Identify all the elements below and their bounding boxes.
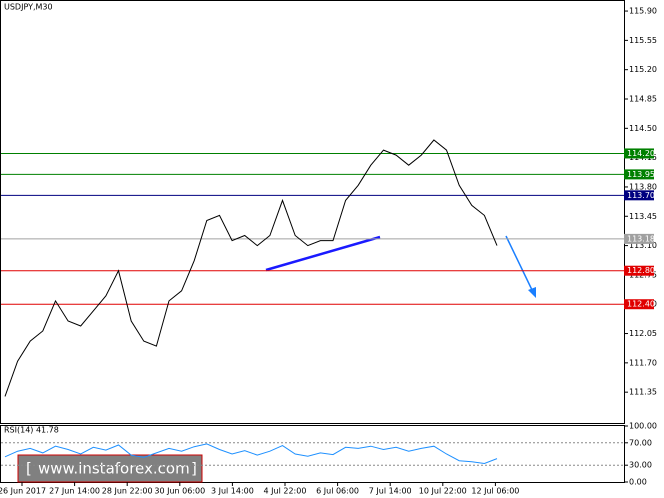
y-tick-label: 115.55	[629, 36, 657, 45]
x-tick-label: 27 Jun 14:00	[49, 487, 100, 496]
y-tick-label: 111.70	[629, 358, 657, 367]
level-tag	[624, 190, 654, 201]
forecast-arrow	[505, 235, 534, 293]
x-tick-label: 30 Jun 06:00	[154, 487, 205, 496]
x-tick-label: 12 Jul 06:00	[471, 487, 519, 496]
level-label: 112.40	[627, 300, 655, 309]
trend-line	[265, 235, 381, 272]
level-label: 113.18	[627, 234, 655, 243]
y-tick-label: 114.85	[629, 95, 657, 104]
y-tick-label: 113.45	[629, 212, 657, 221]
price-line	[4, 139, 498, 397]
x-tick-label: 26 Jun 2017	[0, 487, 46, 496]
y-tick-label: 113.80	[629, 182, 657, 191]
y-tick-label: 113.10	[629, 241, 657, 250]
x-tick-label: 10 Jul 22:00	[419, 487, 467, 496]
level-tag	[624, 169, 654, 180]
level-label: 113.95	[627, 170, 655, 179]
level-tag	[624, 148, 654, 159]
rsi-frame	[0, 425, 625, 483]
watermark-box	[17, 454, 203, 483]
x-tick-label: 3 Jul 14:00	[211, 487, 254, 496]
x-tick-label: 6 Jul 06:00	[316, 487, 359, 496]
level-tag	[624, 233, 654, 244]
arrow-head	[528, 287, 536, 298]
y-tick-label: 115.90	[629, 7, 657, 16]
level-label: 112.80	[627, 266, 655, 275]
chart-title: USDJPY,M30	[4, 3, 53, 12]
rsi-title: RSI(14) 41.78	[4, 426, 59, 435]
y-tick-label: 114.50	[629, 124, 657, 133]
y-tick-label: 115.20	[629, 65, 657, 74]
y-tick-label: 100.00	[629, 422, 657, 431]
watermark-bracket: [	[26, 460, 32, 478]
level-tag	[624, 299, 654, 310]
price-line	[4, 443, 498, 465]
level-label: 114.20	[627, 149, 655, 158]
x-tick-label: 7 Jul 14:00	[369, 487, 412, 496]
x-tick-label: 28 Jun 22:00	[102, 487, 153, 496]
watermark-bracket: ]	[191, 460, 197, 478]
level-tag	[624, 265, 654, 276]
main-frame	[0, 0, 625, 424]
y-tick-label: 0.00	[629, 478, 647, 487]
x-tick-label: 4 Jul 22:00	[264, 487, 307, 496]
y-tick-label: 30.00	[629, 461, 652, 470]
y-tick-label: 111.35	[629, 388, 657, 397]
y-tick-label: 70.00	[629, 438, 652, 447]
watermark: www.instaforex.com	[38, 460, 190, 478]
y-tick-label: 112.05	[629, 329, 657, 338]
level-label: 113.70	[627, 191, 655, 200]
